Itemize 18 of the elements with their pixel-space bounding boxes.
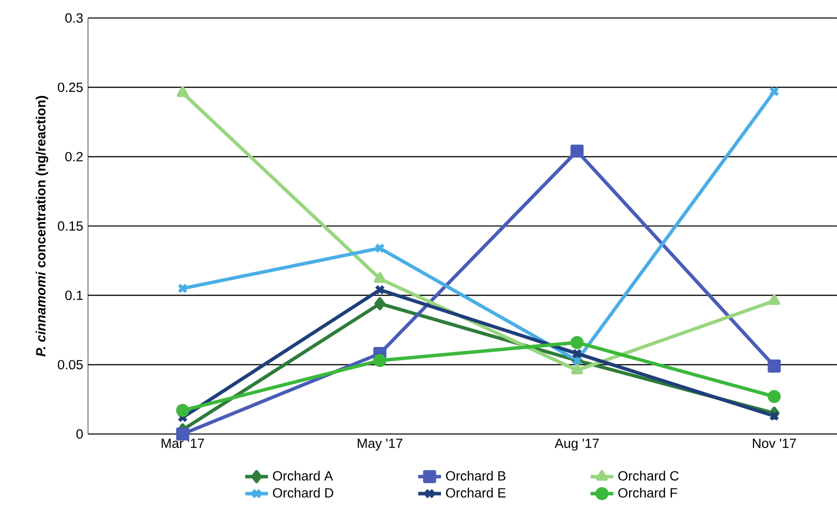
legend-label: Orchard C [618,470,679,481]
y-tick-label: 0.3 [65,13,83,23]
legend-label: Orchard A [272,470,334,481]
x-tick-label: Mar '17 [162,438,204,448]
x-tick-label: May '17 [358,438,402,451]
y-tick-label: 0.05 [58,360,83,370]
legend-label: Orchard F [618,488,678,498]
x-tick-label: Aug '17 [554,438,599,451]
y-tick-label: 0.25 [58,82,83,92]
y-tick-label: 0.2 [65,152,83,162]
legend-label: Orchard E [446,488,506,498]
x-tick-label: Nov '17 [752,438,796,448]
y-tick-label: 0.15 [58,221,83,231]
y-tick-label: 0.1 [65,290,83,300]
legend-label: Orchard D [272,488,334,498]
legend-label: Orchard B [446,470,506,481]
y-tick-label: 0 [76,429,83,439]
y-axis-title: P. cinnamomi concentration (ng/reaction) [36,96,48,357]
